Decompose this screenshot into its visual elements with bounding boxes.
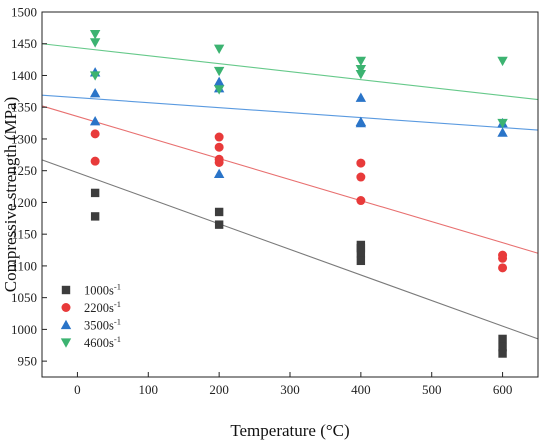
y-tick-label: 1300 <box>11 131 37 146</box>
point-4600s <box>89 71 101 81</box>
point-1000s <box>498 349 507 358</box>
point-4600s <box>355 56 367 67</box>
x-tick-label: 300 <box>280 382 300 397</box>
fit-lines <box>41 43 539 340</box>
point-3500s <box>497 127 508 137</box>
y-tick-label: 1050 <box>11 290 37 305</box>
point-2200s <box>498 253 508 263</box>
point-2200s <box>356 158 366 168</box>
x-axis-title: Temperature (°C) <box>230 421 349 440</box>
point-1000s <box>90 212 100 221</box>
y-tick-label: 1200 <box>11 195 37 210</box>
legend-marker-2200s <box>61 303 71 312</box>
x-tick-label: 400 <box>351 382 371 397</box>
point-4600s <box>497 56 508 67</box>
y-tick-label: 1450 <box>11 36 37 51</box>
point-4600s <box>89 38 101 48</box>
point-1000s <box>498 334 507 344</box>
y-tick-label: 1500 <box>11 5 37 20</box>
axis-ticks: 0 100 200 300 400 500 600 950 1000 1050 1100 1150 12… <box>11 5 512 398</box>
point-4600s <box>355 64 367 75</box>
x-tick-label: 200 <box>209 382 229 397</box>
point-2200s <box>356 196 366 206</box>
x-tick-label: 600 <box>493 382 513 397</box>
point-4600s <box>213 44 225 55</box>
y-tick-label: 1250 <box>11 163 37 178</box>
x-tick-label: 500 <box>422 382 442 397</box>
data-points <box>89 30 508 358</box>
point-2200s <box>90 129 100 139</box>
point-2200s <box>214 142 224 152</box>
point-1000s <box>356 256 366 266</box>
fit-line-1000s <box>41 159 539 340</box>
point-3500s <box>355 117 367 128</box>
y-tick-label: 1350 <box>11 100 37 115</box>
legend-marker-4600s <box>60 338 72 348</box>
y-tick-label: 1400 <box>11 68 37 83</box>
legend-marker-3500s <box>60 319 72 330</box>
legend-label-2200s: 2200s-1 <box>84 299 121 315</box>
x-tick-label: 0 <box>74 382 81 397</box>
fit-line-4600s <box>41 43 539 101</box>
point-4600s <box>213 66 225 77</box>
y-tick-label: 950 <box>18 354 38 369</box>
point-3500s <box>89 115 101 126</box>
x-tick-label: 100 <box>139 382 159 397</box>
point-1000s <box>214 220 224 229</box>
point-2200s <box>214 132 224 142</box>
point-3500s <box>213 76 225 86</box>
point-2200s <box>498 263 508 273</box>
point-1000s <box>214 207 224 217</box>
y-tick-label: 1150 <box>11 227 37 242</box>
fit-line-3500s <box>41 94 539 131</box>
y-axis-title: Compressive strength (MPa) <box>1 97 20 292</box>
legend-marker-1000s <box>61 285 71 295</box>
y-tick-label: 1000 <box>11 322 37 337</box>
point-1000s <box>356 243 366 253</box>
point-2200s <box>214 157 224 167</box>
legend-label-3500s: 3500s-1 <box>84 317 121 333</box>
legend-label-1000s: 1000s-1 <box>84 282 121 298</box>
fit-line-2200s <box>41 105 539 254</box>
legend-label-4600s: 4600s-1 <box>84 334 121 350</box>
point-2200s <box>90 156 100 166</box>
point-4600s <box>89 30 101 40</box>
point-3500s <box>89 88 101 98</box>
point-1000s <box>498 342 507 352</box>
point-2200s <box>356 172 366 182</box>
point-1000s <box>90 188 100 198</box>
point-4600s <box>355 70 367 80</box>
y-tick-label: 1100 <box>11 258 37 273</box>
point-4600s <box>213 85 225 95</box>
point-1000s <box>356 249 366 258</box>
point-4600s <box>497 118 508 129</box>
point-3500s <box>355 92 367 102</box>
point-3500s <box>213 168 225 179</box>
